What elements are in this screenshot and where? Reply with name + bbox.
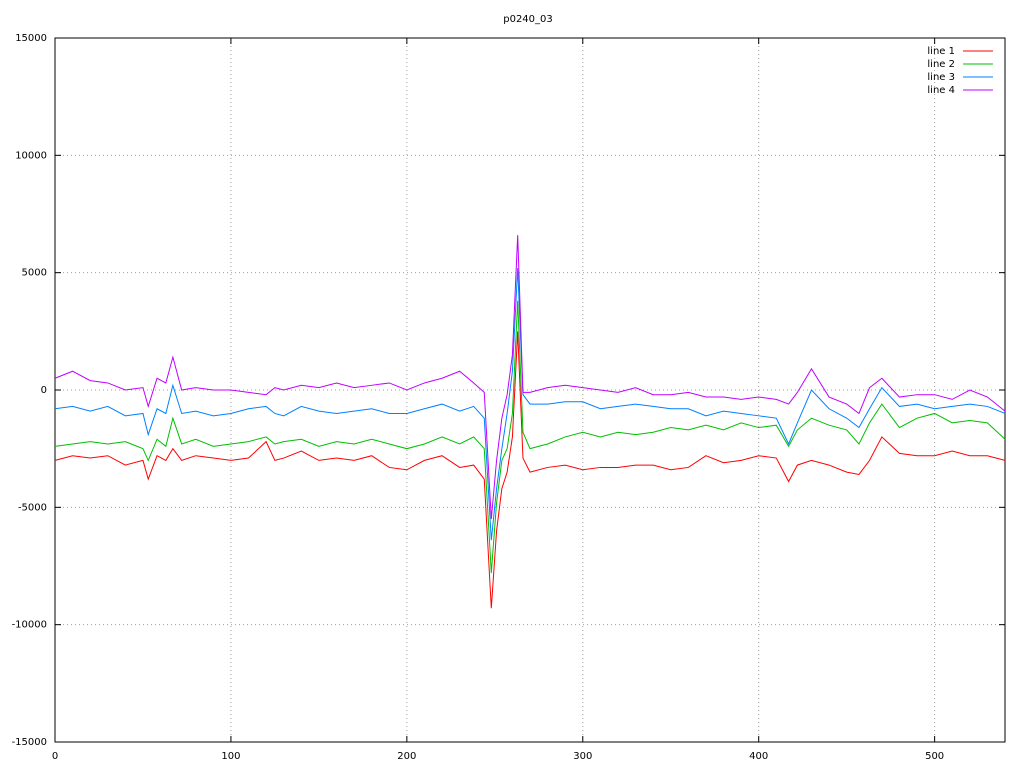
x-tick-label: 100 [221,751,240,762]
y-tick-label: -10000 [12,620,47,631]
legend-label: line 2 [927,59,955,70]
line-series [54,235,1006,520]
x-tick-label: 300 [573,751,592,762]
chart-title: p0240_03 [503,14,553,25]
legend-label: line 3 [927,72,955,83]
y-tick-label: -5000 [18,502,47,513]
x-tick-label: 0 [52,751,58,762]
x-tick-label: 200 [397,751,416,762]
line-series [54,331,1006,609]
legend-label: line 4 [927,85,955,96]
y-tick-label: 0 [41,385,47,396]
line-series [54,267,1006,541]
y-tick-label: -15000 [12,737,47,748]
y-tick-label: 15000 [15,33,47,44]
plot-frame [54,37,1006,743]
legend-label: line 1 [927,46,955,57]
x-tick-label: 400 [749,751,768,762]
line-series [54,300,1006,574]
y-tick-label: 10000 [15,150,47,161]
y-tick-label: 5000 [22,268,47,279]
x-tick-label: 500 [925,751,944,762]
